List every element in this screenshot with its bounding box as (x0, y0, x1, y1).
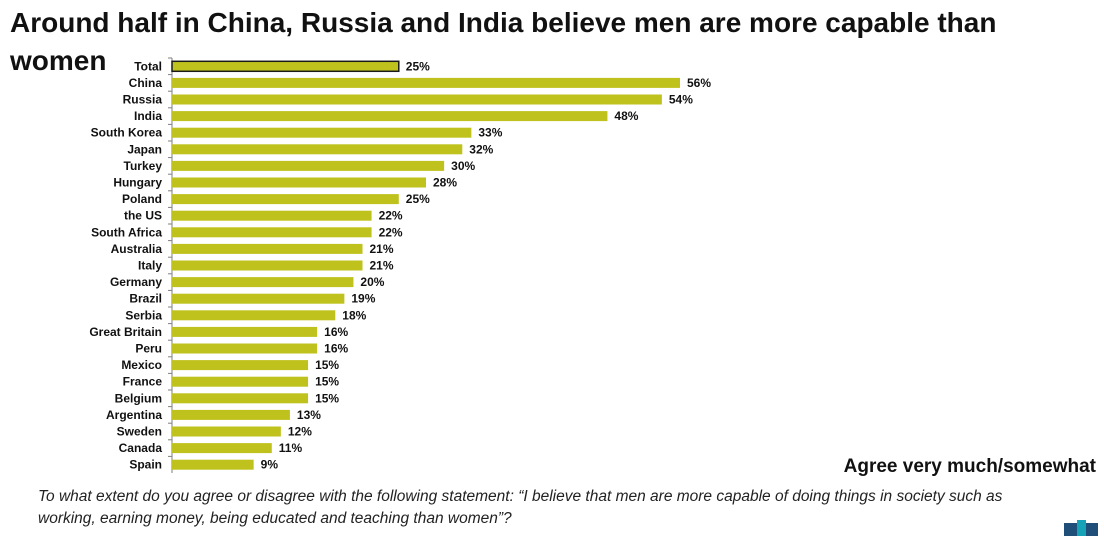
category-label: South Africa (91, 225, 162, 239)
category-label: Turkey (124, 159, 163, 173)
bar (172, 94, 662, 105)
chart-title: Around half in China, Russia and India b… (10, 7, 997, 76)
bar (172, 443, 272, 454)
bar (172, 160, 445, 171)
data-label: 54% (669, 93, 693, 107)
category-label: South Korea (91, 126, 163, 140)
category-label: Argentina (106, 408, 162, 422)
category-label: Great Britain (89, 325, 162, 339)
data-label: 22% (379, 209, 403, 223)
data-label: 33% (478, 126, 502, 140)
bar (172, 177, 426, 188)
data-label: 16% (324, 325, 348, 339)
labels-group: Total 25% China 56% Russia 54% India 48% South K… (89, 59, 711, 471)
data-label: 21% (370, 242, 394, 256)
data-label: 13% (297, 408, 321, 422)
category-label: Belgium (115, 391, 162, 405)
data-label: 28% (433, 176, 457, 190)
bar (172, 111, 608, 122)
category-label: France (123, 375, 163, 389)
bar (172, 409, 290, 420)
bar (172, 376, 309, 387)
bar (172, 426, 281, 437)
footnote: To what extent do you agree or disagree … (38, 488, 1003, 527)
bar (172, 127, 472, 138)
category-label: Russia (123, 93, 163, 107)
data-label: 56% (687, 76, 711, 90)
bar (172, 77, 680, 88)
category-label: Australia (111, 242, 163, 256)
bar (172, 243, 363, 254)
data-label: 19% (351, 292, 375, 306)
data-label: 32% (469, 142, 493, 156)
category-label: Brazil (129, 292, 162, 306)
data-label: 11% (279, 441, 303, 455)
category-label: Poland (122, 192, 162, 206)
legend-label: Agree very much/somewhat (843, 456, 1096, 477)
category-label: Total (134, 59, 162, 73)
data-label: 12% (288, 425, 312, 439)
bar (172, 393, 309, 404)
category-label: India (134, 109, 162, 123)
bar (172, 326, 318, 337)
data-label: 16% (324, 342, 348, 356)
data-label: 18% (342, 308, 366, 322)
category-label: Germany (110, 275, 162, 289)
bars-group (171, 60, 680, 470)
data-label: 9% (261, 458, 279, 472)
category-label: Canada (119, 441, 163, 455)
logo-icon (1064, 520, 1098, 536)
data-label: 48% (614, 109, 638, 123)
category-label: Sweden (117, 425, 162, 439)
data-label: 25% (406, 192, 430, 206)
category-label: Serbia (125, 308, 162, 322)
bar (172, 459, 254, 470)
category-label: Italy (138, 259, 162, 273)
bar (172, 310, 336, 321)
category-label: Spain (129, 458, 162, 472)
data-label: 25% (406, 59, 430, 73)
category-label: Japan (127, 142, 162, 156)
bar (172, 227, 372, 238)
data-label: 15% (315, 391, 339, 405)
bar (172, 194, 399, 205)
data-label: 30% (451, 159, 475, 173)
data-label: 21% (370, 259, 394, 273)
bar (172, 260, 363, 271)
category-label: Peru (135, 342, 162, 356)
category-label: the US (124, 209, 162, 223)
bar (172, 210, 372, 221)
bar (172, 360, 309, 371)
bar (172, 277, 354, 288)
data-label: 15% (315, 358, 339, 372)
bar (172, 293, 345, 304)
y-axis (168, 57, 173, 473)
bar (172, 343, 318, 354)
bar (172, 144, 463, 155)
data-label: 22% (379, 225, 403, 239)
bar-total (171, 60, 400, 73)
category-label: China (129, 76, 163, 90)
data-label: 20% (360, 275, 384, 289)
category-label: Mexico (121, 358, 162, 372)
data-label: 15% (315, 375, 339, 389)
category-label: Hungary (113, 176, 162, 190)
